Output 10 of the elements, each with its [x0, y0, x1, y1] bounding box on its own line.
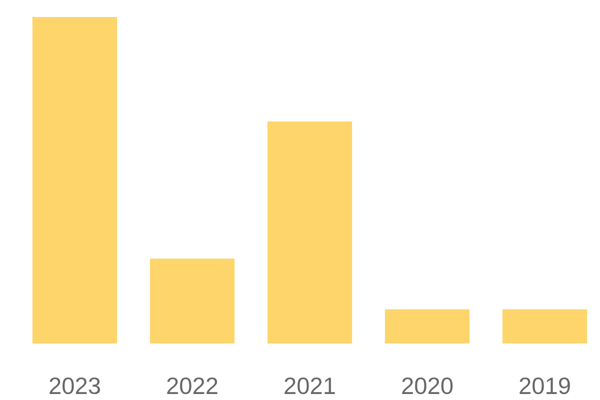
x-tick-label: 2019 [520, 377, 570, 394]
bar [32, 17, 118, 344]
x-tick-label: 2020 [402, 377, 453, 394]
bar [150, 258, 235, 344]
x-tick-label: 2021 [284, 377, 335, 394]
bar [502, 309, 588, 344]
x-tick-label: 2022 [167, 377, 218, 394]
x-tick-label: 2023 [50, 377, 100, 394]
bar [267, 121, 352, 344]
bar [384, 309, 470, 344]
